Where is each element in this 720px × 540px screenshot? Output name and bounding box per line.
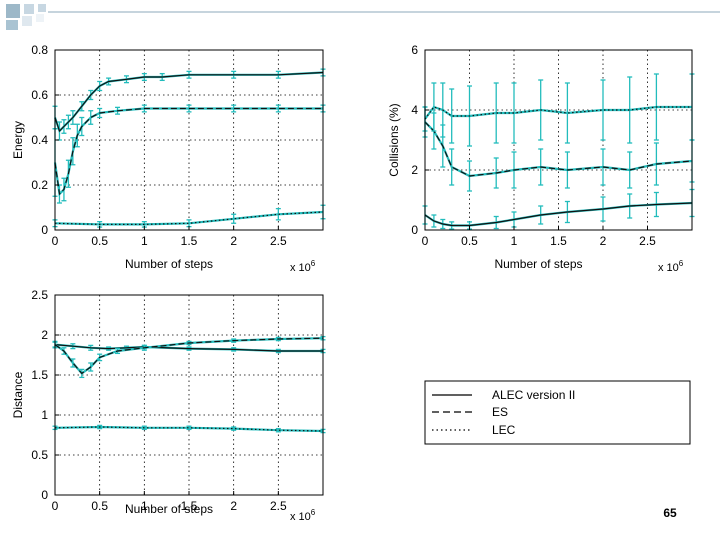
distance-x-multiplier-exp: 6 xyxy=(311,508,316,517)
distance-y-tick-label: 0.5 xyxy=(31,448,48,462)
distance-x-tick-label: 1.5 xyxy=(181,499,198,513)
energy-x-tick-label: 1 xyxy=(141,234,148,248)
energy-y-tick-label: 0.4 xyxy=(31,133,48,147)
distance-y-tick-label: 2.5 xyxy=(31,288,48,302)
distance-y-tick-label: 1.5 xyxy=(31,368,48,382)
distance-x-axis-label: Number of steps xyxy=(125,502,213,516)
collisions-x-tick-label: 1.5 xyxy=(550,234,567,248)
collisions-y-tick-label: 4 xyxy=(411,103,418,117)
energy-x-tick-label: 2.5 xyxy=(270,234,287,248)
distance-series-alec-version-ii xyxy=(52,341,326,354)
collisions-series-line xyxy=(424,106,692,120)
distance-chart: 0 0.5 1 1.5 2 2.5 0 0.5 1 1.5 2 2.5 Distance Number… xyxy=(11,288,326,523)
distance-series-es xyxy=(52,335,326,379)
collisions-series-line xyxy=(424,121,693,177)
distance-y-tick-label: 1 xyxy=(41,408,48,422)
energy-series-es xyxy=(52,104,326,204)
legend-label-alec: ALEC version II xyxy=(492,388,575,402)
energy-x-axis-label: Number of steps xyxy=(125,257,213,271)
collisions-y-tick-label: 6 xyxy=(411,43,418,57)
distance-x-multiplier-base: x 10 xyxy=(290,511,311,523)
page-number: 65 xyxy=(663,506,677,520)
decor-square xyxy=(6,4,20,18)
energy-x-tick-label: 2 xyxy=(230,234,237,248)
energy-y-tick-label: 0.8 xyxy=(31,43,48,57)
energy-series-line xyxy=(54,107,323,196)
distance-y-axis-label: Distance xyxy=(11,371,25,418)
collisions-x-multiplier: x 106 xyxy=(658,259,684,274)
collisions-plot-area: 0 0.5 1 1.5 2 2.5 0 2 4 6 xyxy=(411,43,695,248)
distance-y-tick-label: 2 xyxy=(41,328,48,342)
distance-x-tick-label: 0 xyxy=(52,499,59,513)
distance-plot-area: 0 0.5 1 1.5 2 2.5 0 0.5 1 1.5 2 2.5 xyxy=(31,288,326,513)
decor-square xyxy=(6,20,18,30)
decor-square xyxy=(24,4,34,14)
distance-y-tick-label: 0 xyxy=(41,488,48,502)
collisions-x-tick-label: 2.5 xyxy=(639,234,656,248)
collisions-series-lec xyxy=(422,73,695,147)
collisions-x-tick-label: 0.5 xyxy=(461,234,478,248)
decor-square xyxy=(38,4,46,12)
distance-x-multiplier: x 106 xyxy=(290,508,316,523)
distance-series-line xyxy=(54,426,324,432)
legend-label-es: ES xyxy=(492,405,508,419)
collisions-x-tick-label: 2 xyxy=(600,234,607,248)
collisions-x-multiplier-exp: 6 xyxy=(679,259,684,268)
distance-series-line xyxy=(54,337,324,375)
energy-y-axis-label: Energy xyxy=(11,121,25,159)
distance-series-lec xyxy=(52,424,326,434)
energy-y-tick-label: 0.2 xyxy=(31,178,48,192)
energy-y-tick-label: 0.6 xyxy=(31,88,48,102)
energy-chart: 0 0.5 1 1.5 2 2.5 0 0.2 0.4 0.6 0.8 Energy Number … xyxy=(11,43,326,274)
distance-x-tick-label: 2 xyxy=(230,499,237,513)
collisions-chart: 0 0.5 1 1.5 2 2.5 0 2 4 6 Collisions (%) Number o… xyxy=(387,43,695,274)
energy-x-tick-label: 0.5 xyxy=(91,234,108,248)
legend-label-lec: LEC xyxy=(492,423,516,437)
collisions-y-tick-label: 2 xyxy=(411,163,418,177)
collisions-y-axis-label: Collisions (%) xyxy=(387,103,401,176)
distance-series-line xyxy=(54,344,323,352)
legend: ALEC version II ES LEC xyxy=(424,380,691,445)
energy-x-tick-label: 1.5 xyxy=(181,234,198,248)
energy-series-line xyxy=(54,71,324,133)
energy-series-line xyxy=(54,211,324,225)
distance-x-tick-label: 0.5 xyxy=(91,499,108,513)
collisions-x-axis-label: Number of steps xyxy=(494,257,582,271)
energy-x-multiplier-exp: 6 xyxy=(311,259,316,268)
decor-square xyxy=(36,14,44,22)
energy-x-multiplier-base: x 10 xyxy=(290,262,311,274)
decor-squares xyxy=(6,4,46,30)
decor-square xyxy=(22,16,32,26)
energy-x-tick-label: 0 xyxy=(52,234,59,248)
distance-x-tick-label: 2.5 xyxy=(270,499,287,513)
energy-y-tick-label: 0 xyxy=(41,223,48,237)
collisions-x-tick-label: 1 xyxy=(511,234,518,248)
energy-plot-area: 0 0.5 1 1.5 2 2.5 0 0.2 0.4 0.6 0.8 xyxy=(31,43,326,248)
collisions-x-tick-label: 0 xyxy=(422,234,429,248)
energy-x-multiplier: x 106 xyxy=(290,259,316,274)
collisions-y-tick-label: 0 xyxy=(411,223,418,237)
distance-x-tick-label: 1 xyxy=(141,499,148,513)
collisions-x-multiplier-base: x 10 xyxy=(658,262,679,274)
collisions-series-line xyxy=(424,202,693,227)
